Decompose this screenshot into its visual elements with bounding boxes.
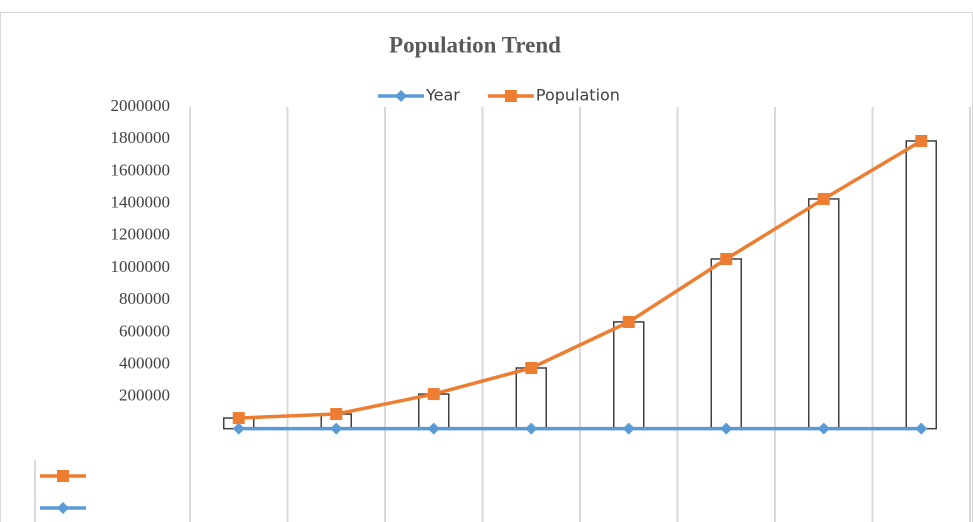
data-table-key-marker — [57, 502, 69, 514]
legend-marker — [395, 90, 407, 102]
series-marker — [915, 134, 928, 147]
data-table-key-marker — [57, 470, 69, 482]
chart-title: Population Trend — [389, 32, 561, 57]
y-tick-label: 400000 — [119, 354, 170, 373]
series-marker — [525, 361, 538, 374]
up-down-bar — [808, 198, 840, 430]
series-marker — [232, 412, 245, 425]
y-tick-label: 1800000 — [111, 128, 171, 147]
series-marker — [427, 422, 440, 435]
y-tick-label: 1600000 — [111, 160, 171, 179]
series-marker — [232, 422, 245, 435]
series-marker — [525, 422, 538, 435]
series-marker — [915, 422, 928, 435]
series-marker — [720, 252, 733, 265]
y-tick-label: 1400000 — [111, 193, 171, 212]
series-marker — [720, 422, 733, 435]
y-tick-label: 600000 — [119, 321, 170, 340]
series-marker — [817, 192, 830, 205]
up-down-bar — [710, 258, 742, 430]
legend-label: Year — [425, 86, 460, 105]
y-tick-label: 200000 — [119, 386, 170, 405]
series-line — [238, 139, 923, 420]
y-tick-label: 800000 — [119, 289, 170, 308]
up-down-bar — [905, 140, 937, 430]
up-down-bar — [515, 367, 547, 430]
series-marker — [622, 422, 635, 435]
series-marker — [817, 422, 830, 435]
legend-marker — [504, 90, 517, 102]
up-down-bar — [613, 321, 645, 430]
y-tick-label: 1200000 — [111, 225, 171, 244]
series-marker — [330, 408, 343, 421]
series-marker — [622, 315, 635, 328]
series-marker — [330, 422, 343, 435]
legend-label: Population — [536, 86, 620, 105]
y-tick-label: 1000000 — [111, 257, 171, 276]
series-marker — [427, 388, 440, 401]
y-tick-label: 2000000 — [111, 96, 171, 115]
